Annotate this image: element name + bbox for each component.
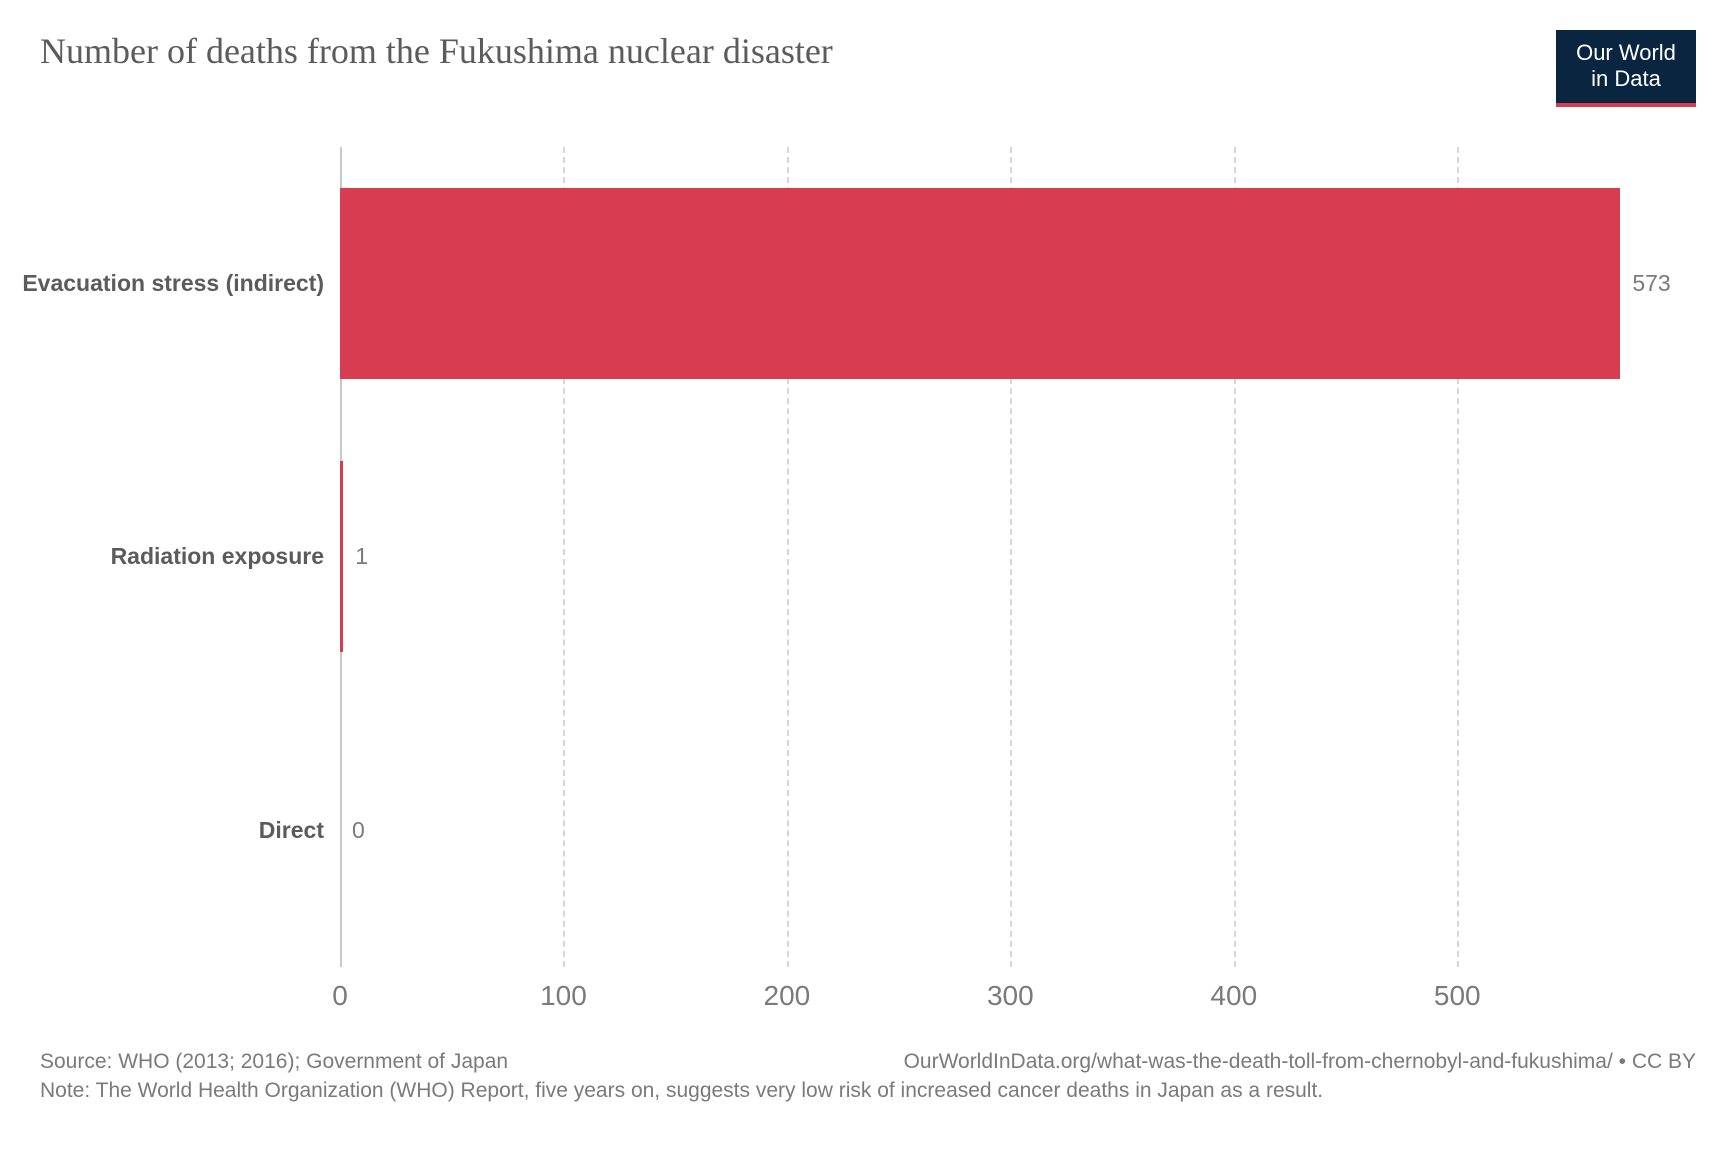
bar-row: Direct0: [340, 693, 1636, 966]
bar-value: 1: [355, 543, 368, 570]
footer-source: Source: WHO (2013; 2016); Government of …: [40, 1047, 508, 1076]
category-label: Radiation exposure: [111, 543, 324, 570]
owid-logo: Our World in Data: [1556, 30, 1696, 107]
category-label: Evacuation stress (indirect): [22, 270, 324, 297]
footer-note: Note: The World Health Organization (WHO…: [40, 1076, 1696, 1105]
footer: Source: WHO (2013; 2016); Government of …: [40, 1047, 1696, 1106]
logo-line2: in Data: [1566, 66, 1686, 92]
logo-underline: [1556, 103, 1696, 107]
bar-value: 0: [352, 817, 365, 844]
bar-row: Radiation exposure1: [340, 420, 1636, 693]
chart-title: Number of deaths from the Fukushima nucl…: [40, 30, 833, 72]
category-label: Direct: [259, 817, 324, 844]
footer-row-1: Source: WHO (2013; 2016); Government of …: [40, 1047, 1696, 1076]
bar: [340, 461, 343, 652]
x-tick-label: 500: [1434, 980, 1481, 1012]
chart-area: 0 100 200 300 400 500 Evacuation stress (indir…: [40, 147, 1696, 1027]
bar-value: 573: [1632, 270, 1670, 297]
bar: [340, 188, 1620, 379]
x-tick-label: 300: [987, 980, 1034, 1012]
header: Number of deaths from the Fukushima nucl…: [40, 30, 1696, 107]
logo-line1: Our World: [1566, 40, 1686, 66]
x-tick-label: 200: [764, 980, 811, 1012]
x-tick-label: 100: [540, 980, 587, 1012]
footer-link: OurWorldInData.org/what-was-the-death-to…: [904, 1047, 1696, 1076]
x-tick-label: 0: [332, 980, 348, 1012]
bar-row: Evacuation stress (indirect)573: [340, 147, 1636, 420]
plot-region: 0100200300400500Evacuation stress (indir…: [340, 147, 1636, 967]
x-tick-label: 400: [1210, 980, 1257, 1012]
logo-box: Our World in Data: [1556, 30, 1696, 103]
